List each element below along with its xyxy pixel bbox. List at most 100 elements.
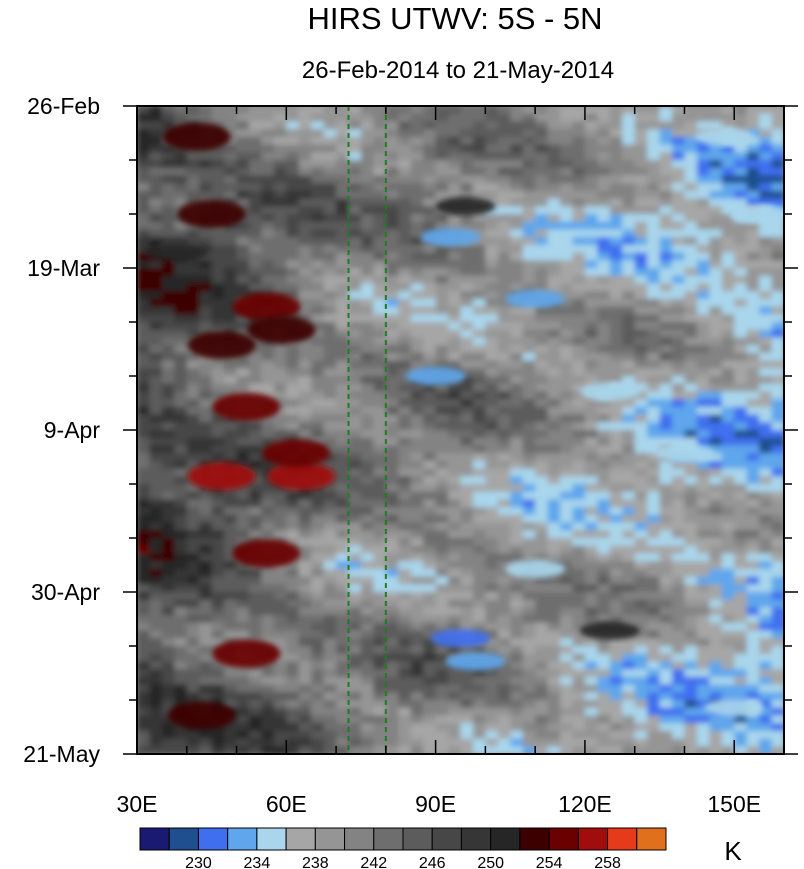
field-cell [336,468,350,477]
field-cell [510,391,524,400]
field-cell [149,545,163,555]
field-cell [734,383,748,393]
field-cell [497,160,511,169]
field-cell [236,692,250,701]
field-cell [696,121,710,130]
field-cell [659,414,673,423]
field-cell [224,723,238,732]
field-cell [410,445,424,454]
field-cell [236,360,250,369]
field-cell [734,646,748,655]
field-cell [734,484,748,493]
field-cell [522,368,536,377]
field-cell [709,268,723,277]
field-cell [137,252,151,261]
field-cell [261,221,275,231]
field-cell [348,383,362,393]
field-cell [684,746,698,754]
field-cell [684,252,698,261]
field-cell [709,383,723,393]
field-cell [696,113,710,123]
field-cell [398,646,412,655]
field-cell [385,514,399,524]
field-cell [672,599,686,609]
field-cell [609,746,623,754]
warm-feature [177,200,246,228]
field-cell [472,746,486,754]
field-cell [584,568,598,578]
field-cell [572,630,586,639]
field-cell [696,723,710,732]
field-cell [572,491,586,501]
field-cell [410,183,424,192]
field-cell [647,530,661,539]
field-cell [224,576,238,585]
field-cell [385,167,399,177]
field-cell [336,152,350,161]
field-cell [286,167,300,177]
field-cell [199,538,213,547]
field-cell [137,198,151,207]
field-cell [560,322,574,331]
field-cell [510,144,524,153]
field-cell [771,522,784,531]
field-cell [771,275,784,285]
field-cell [435,476,449,485]
field-cell [311,121,325,130]
field-cell [659,437,673,447]
field-cell [373,437,387,447]
field-cell [547,175,561,184]
field-cell [672,584,686,593]
field-cell [771,514,784,524]
field-cell [373,237,387,246]
field-cell [746,260,760,269]
field-cell [709,229,723,238]
field-cell [348,676,362,686]
field-cell [572,306,586,315]
field-cell [348,283,362,292]
field-cell [609,329,623,339]
field-cell [721,291,735,300]
field-cell [560,198,574,207]
field-cell [510,237,524,246]
field-cell [423,260,437,269]
field-cell [398,437,412,447]
field-cell [199,283,213,292]
field-cell [609,707,623,717]
field-cell [435,121,449,130]
field-cell [522,399,536,408]
field-cell [472,615,486,624]
field-cell [522,453,536,462]
field-cell [435,676,449,686]
field-cell [211,615,225,624]
colorbar-label: 242 [360,855,387,869]
field-cell [547,268,561,277]
field-cell [560,507,574,516]
field-cell [410,283,424,292]
field-cell [497,190,511,200]
field-cell [647,291,661,300]
field-cell [248,190,263,200]
field-cell [485,445,499,454]
field-cell [572,576,586,585]
field-cell [510,345,524,354]
field-cell [273,692,287,701]
field-cell [622,507,636,516]
field-cell [485,599,499,609]
field-cell [161,198,175,207]
field-cell [684,692,698,701]
field-cell [721,669,735,678]
field-cell [535,314,549,323]
field-cell [311,430,325,439]
field-cell [659,214,673,223]
field-cell [224,322,238,331]
field-cell [448,252,462,261]
field-cell [584,237,598,246]
field-cell [522,646,536,655]
field-cell [360,700,375,709]
field-cell [672,700,686,709]
field-cell [622,322,636,331]
field-cell [273,684,287,693]
field-cell [597,584,611,593]
field-cell [547,345,561,354]
